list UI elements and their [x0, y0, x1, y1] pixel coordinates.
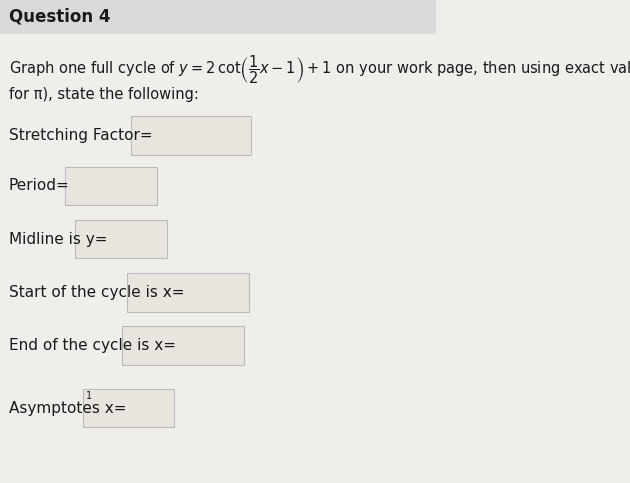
Text: Stretching Factor=: Stretching Factor= [9, 128, 152, 143]
FancyBboxPatch shape [127, 273, 249, 312]
Text: Asymptotes x=: Asymptotes x= [9, 400, 126, 416]
Text: Period=: Period= [9, 178, 69, 194]
Text: for π), state the following:: for π), state the following: [9, 86, 198, 102]
Text: Question 4: Question 4 [9, 8, 110, 26]
FancyBboxPatch shape [131, 116, 251, 155]
FancyBboxPatch shape [76, 220, 167, 258]
Text: Graph one full cycle of $y = 2\,\cot\!\left(\dfrac{1}{2}x - 1\right) + 1$ on you: Graph one full cycle of $y = 2\,\cot\!\l… [9, 54, 630, 86]
FancyBboxPatch shape [0, 0, 436, 34]
FancyBboxPatch shape [66, 167, 157, 205]
Text: Midline is y=: Midline is y= [9, 231, 107, 247]
FancyBboxPatch shape [83, 389, 175, 427]
FancyBboxPatch shape [122, 326, 244, 365]
Text: Start of the cycle is x=: Start of the cycle is x= [9, 284, 184, 300]
Text: End of the cycle is x=: End of the cycle is x= [9, 338, 176, 353]
Text: 1: 1 [86, 391, 91, 401]
